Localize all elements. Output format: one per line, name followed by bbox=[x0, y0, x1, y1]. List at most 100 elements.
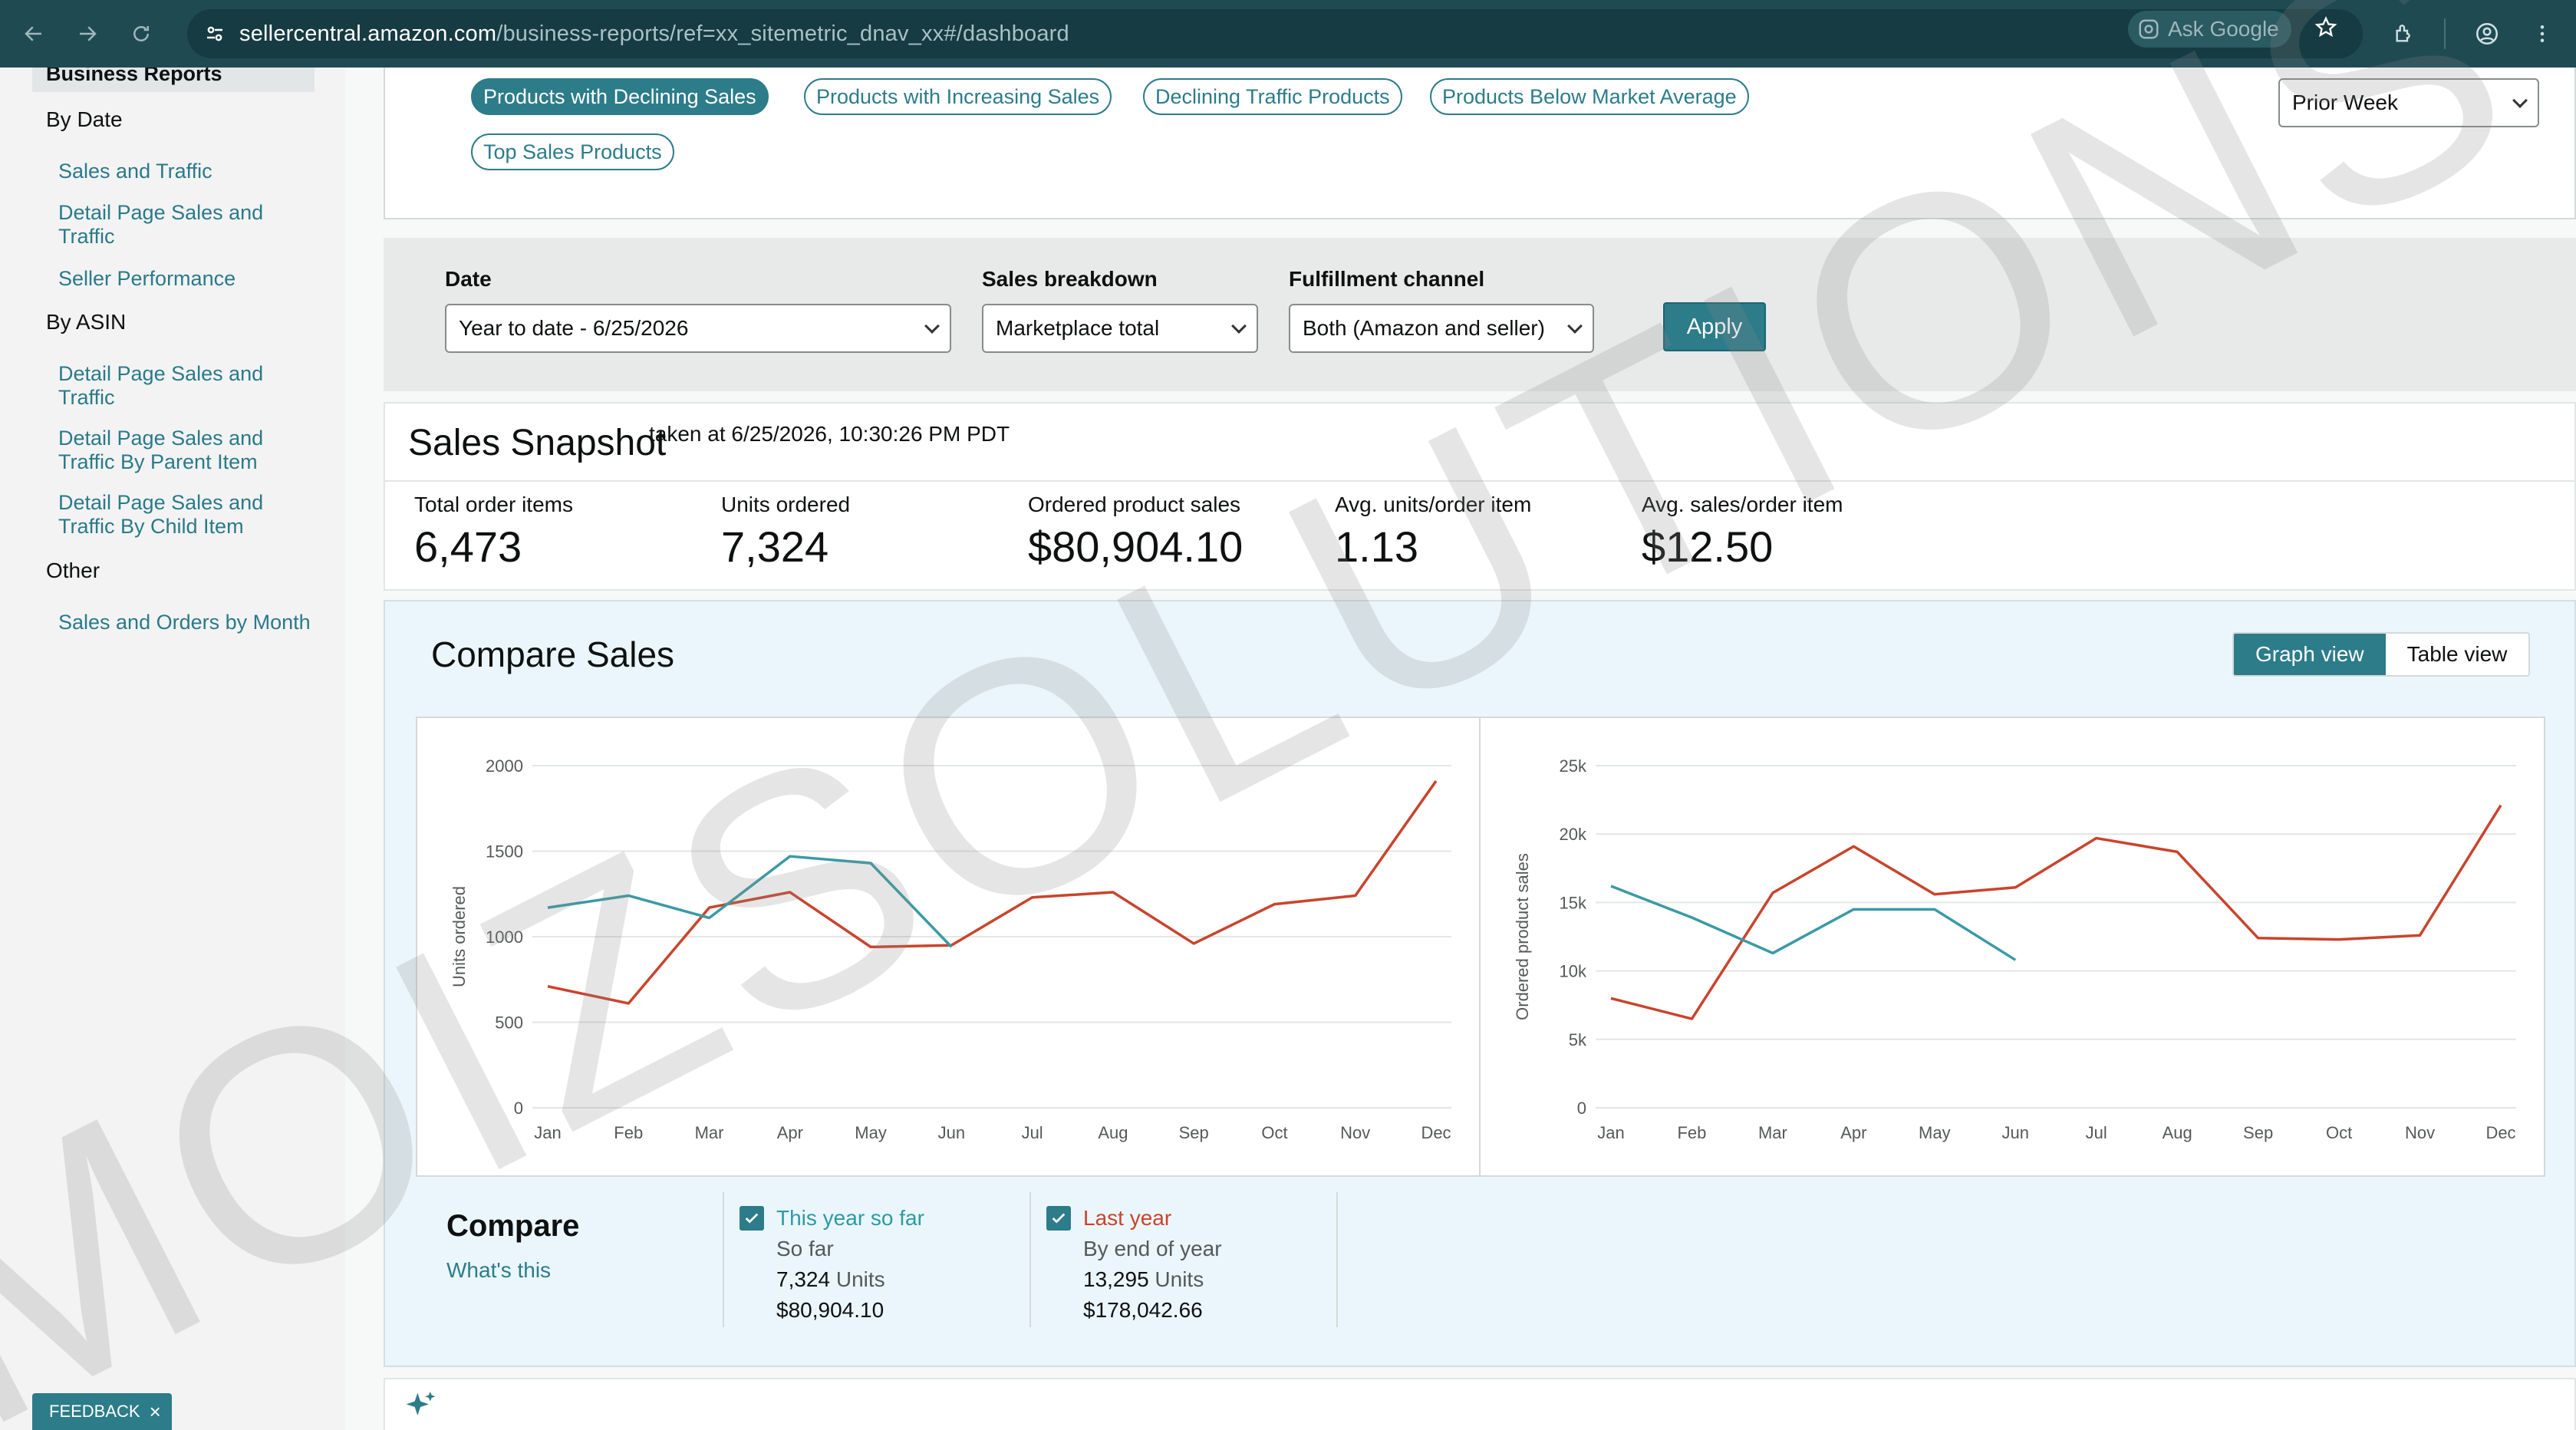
pill-increasing-sales[interactable]: Products with Increasing Sales bbox=[804, 78, 1112, 115]
sidebar-section-by-date: By Date bbox=[46, 107, 123, 131]
whats-this-link[interactable]: What's this bbox=[446, 1258, 552, 1282]
sparkle-icon bbox=[406, 1391, 436, 1415]
compare-heading: Compare bbox=[446, 1209, 580, 1243]
x-tick-label: Nov bbox=[2405, 1123, 2435, 1142]
fulfillment-channel-select[interactable]: Both (Amazon and seller) bbox=[1289, 304, 1594, 353]
x-tick-label: Sep bbox=[2243, 1123, 2273, 1142]
insights-card: Products with Declining Sales Products w… bbox=[384, 68, 2576, 219]
sidebar-link-detail-page-sales-and-traffic[interactable]: Detail Page Sales and Traffic bbox=[58, 201, 264, 248]
address-bar[interactable]: sellercentral.amazon.com/business-report… bbox=[187, 9, 2363, 58]
reload-icon[interactable] bbox=[123, 15, 160, 52]
y-tick-label: 5k bbox=[1569, 1030, 1587, 1049]
x-tick-label: Jul bbox=[2086, 1123, 2107, 1142]
metric-avg-sales-per-order-item: Avg. sales/order item $12.50 bbox=[1642, 493, 1843, 571]
main-content: Products with Declining Sales Products w… bbox=[345, 68, 2576, 1430]
series-line-last-year bbox=[547, 780, 1438, 1005]
x-tick-label: Dec bbox=[1421, 1123, 1451, 1142]
x-tick-label: Aug bbox=[2163, 1123, 2192, 1142]
x-tick-label: May bbox=[855, 1123, 887, 1142]
graph-view-button[interactable]: Graph view bbox=[2234, 634, 2386, 675]
x-tick-label: Aug bbox=[1098, 1123, 1128, 1142]
metric-avg-units-per-order-item: Avg. units/order item 1.13 bbox=[1335, 493, 1532, 571]
chevron-down-icon bbox=[924, 318, 940, 334]
sidebar-link-asin-by-parent[interactable]: Detail Page Sales and Traffic By Parent … bbox=[58, 427, 264, 473]
x-tick-label: Nov bbox=[1340, 1123, 1370, 1142]
close-icon[interactable]: × bbox=[149, 1399, 161, 1423]
metric-total-order-items: Total order items 6,473 bbox=[414, 493, 573, 571]
x-tick-label: May bbox=[1919, 1123, 1951, 1142]
pill-declining-traffic[interactable]: Declining Traffic Products bbox=[1143, 78, 1402, 115]
legend-this-year: This year so far So far 7,324 Units $80,… bbox=[776, 1206, 924, 1322]
x-tick-label: Oct bbox=[2326, 1123, 2352, 1142]
browser-toolbar: sellercentral.amazon.com/business-report… bbox=[0, 0, 2576, 68]
this-year-checkbox[interactable] bbox=[740, 1206, 764, 1231]
pill-top-sales[interactable]: Top Sales Products bbox=[471, 133, 674, 170]
chevron-down-icon bbox=[2512, 93, 2528, 108]
y-tick-label: 20k bbox=[1560, 825, 1587, 844]
toolbar-divider bbox=[2444, 18, 2446, 49]
profile-icon[interactable] bbox=[2469, 15, 2505, 52]
check-icon bbox=[1052, 1213, 1066, 1224]
back-icon[interactable] bbox=[15, 15, 52, 52]
filter-bar: Date Year to date - 6/25/2026 Sales brea… bbox=[384, 238, 2576, 391]
x-tick-label: Jul bbox=[1022, 1123, 1043, 1142]
apply-button[interactable]: Apply bbox=[1663, 302, 1766, 351]
y-tick-label: 25k bbox=[1560, 756, 1587, 776]
y-tick-label: 0 bbox=[514, 1099, 523, 1118]
bookmark-star-icon[interactable] bbox=[2306, 8, 2346, 48]
more-menu-icon[interactable] bbox=[2524, 15, 2561, 52]
y-tick-label: 15k bbox=[1560, 893, 1587, 912]
ask-google-button[interactable]: Ask Google bbox=[2128, 11, 2291, 48]
fulfillment-channel-label: Fulfillment channel bbox=[1289, 267, 1485, 291]
divider bbox=[723, 1192, 724, 1327]
view-toggle: Graph view Table view bbox=[2232, 632, 2531, 677]
y-tick-label: 500 bbox=[495, 1013, 523, 1033]
x-tick-label: Apr bbox=[1840, 1123, 1866, 1142]
extensions-icon[interactable] bbox=[2386, 15, 2423, 52]
y-tick-label: 10k bbox=[1560, 962, 1587, 981]
period-select[interactable]: Prior Week bbox=[2278, 78, 2539, 127]
compare-legend: Compare What's this This year so far So … bbox=[385, 1192, 2574, 1361]
chevron-down-icon bbox=[1231, 318, 1247, 334]
compare-sales-panel: Compare Sales Graph view Table view 0 500… bbox=[384, 600, 2576, 1367]
table-view-button[interactable]: Table view bbox=[2406, 642, 2508, 666]
x-tick-label: Mar bbox=[695, 1123, 724, 1142]
check-icon bbox=[745, 1213, 759, 1224]
chevron-down-icon bbox=[1567, 318, 1583, 334]
feedback-button[interactable]: FEEDBACK × bbox=[32, 1393, 172, 1430]
compare-sales-title: Compare Sales bbox=[431, 634, 675, 674]
sidebar-link-asin-detail-page[interactable]: Detail Page Sales and Traffic bbox=[58, 362, 264, 409]
last-year-checkbox[interactable] bbox=[1046, 1206, 1071, 1231]
y-axis-label: Units ordered bbox=[450, 886, 469, 987]
x-tick-label: Dec bbox=[2485, 1123, 2515, 1142]
x-tick-label: Oct bbox=[1261, 1123, 1287, 1142]
series-line-this-year bbox=[547, 855, 953, 948]
site-settings-icon[interactable] bbox=[196, 15, 233, 52]
x-tick-label: Jun bbox=[938, 1123, 965, 1142]
pill-declining-sales[interactable]: Products with Declining Sales bbox=[471, 78, 769, 115]
x-tick-label: Feb bbox=[1677, 1123, 1706, 1142]
sidebar-link-sales-and-traffic[interactable]: Sales and Traffic bbox=[58, 160, 212, 183]
snapshot-timestamp: taken at 6/25/2026, 10:30:26 PM PDT bbox=[649, 422, 1010, 446]
legend-last-year: Last year By end of year 13,295 Units $1… bbox=[1083, 1206, 1222, 1322]
date-label: Date bbox=[445, 267, 492, 291]
date-select[interactable]: Year to date - 6/25/2026 bbox=[445, 304, 951, 353]
sidebar-section-by-asin: By ASIN bbox=[46, 310, 127, 334]
lens-icon bbox=[2139, 19, 2159, 39]
sidebar-link-asin-by-child[interactable]: Detail Page Sales and Traffic By Child I… bbox=[58, 491, 264, 538]
business-performance-card bbox=[384, 1378, 2576, 1430]
x-tick-label: Feb bbox=[614, 1123, 643, 1142]
ordered-product-sales-chart-svg: 0 5k 10k 15k 20k 25k Jan Feb Mar Apr May Jun Jul Aug S… bbox=[1513, 756, 2516, 1142]
forward-icon[interactable] bbox=[69, 15, 106, 52]
sidebar-link-seller-performance[interactable]: Seller Performance bbox=[58, 267, 236, 290]
units-ordered-chart-svg: 0 500 1000 1500 2000 Jan Feb Mar Apr May Jun Jul Aug… bbox=[450, 756, 1451, 1142]
units-ordered-chart: 0 500 1000 1500 2000 Jan Feb Mar Apr May Jun Jul Aug… bbox=[416, 717, 1481, 1177]
sales-breakdown-select[interactable]: Marketplace total bbox=[982, 304, 1258, 353]
pill-below-market-average[interactable]: Products Below Market Average bbox=[1430, 78, 1749, 115]
x-tick-label: Apr bbox=[777, 1123, 803, 1142]
x-tick-label: Mar bbox=[1758, 1123, 1787, 1142]
sidebar-header: Business Reports bbox=[32, 68, 315, 92]
x-tick-label: Sep bbox=[1179, 1123, 1209, 1142]
metric-ordered-product-sales: Ordered product sales $80,904.10 bbox=[1028, 493, 1244, 571]
sidebar-link-sales-orders-by-month[interactable]: Sales and Orders by Month bbox=[58, 611, 311, 634]
